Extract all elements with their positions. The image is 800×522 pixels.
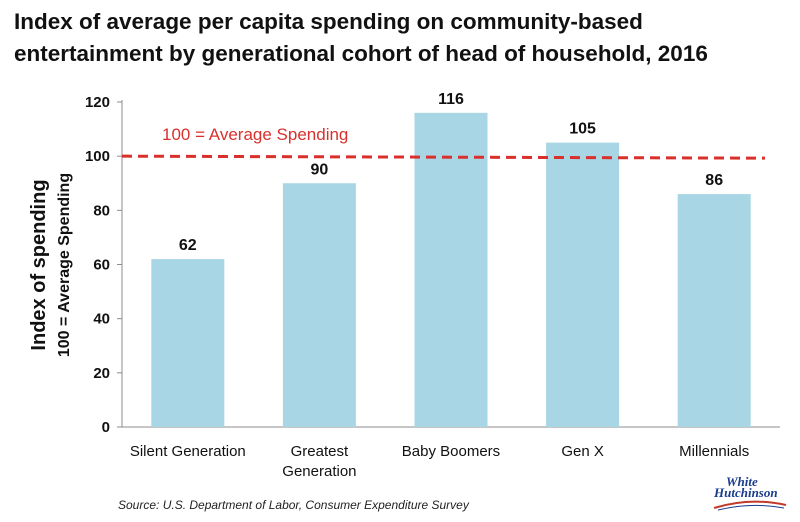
x-tick-label-line: Baby Boomers xyxy=(402,443,500,460)
bar xyxy=(677,194,751,427)
y-tick-label: 100 xyxy=(85,148,110,165)
bar-value-label: 90 xyxy=(311,161,329,178)
x-tick-label-line: Generation xyxy=(282,463,356,480)
bar-value-label: 116 xyxy=(438,91,464,108)
x-tick-label: Gen X xyxy=(561,443,604,460)
chart-title-line-2: entertainment by generational cohort of … xyxy=(14,41,708,66)
x-tick-label-line: Millennials xyxy=(679,443,749,460)
bar-value-label: 62 xyxy=(179,237,197,254)
chart-title-line-1: Index of average per capita spending on … xyxy=(14,9,643,34)
y-axis-subtitle: 100 = Average Spending xyxy=(56,173,73,357)
bar xyxy=(414,112,488,427)
y-tick-label: 120 xyxy=(85,94,110,111)
bar xyxy=(282,183,356,427)
logo-text-line-2: Hutchinson xyxy=(714,485,778,500)
white-hutchinson-logo: White Hutchinson xyxy=(712,473,790,517)
y-tick-label: 20 xyxy=(93,365,110,382)
logo-text-line-1: White xyxy=(726,474,758,489)
logo-swoosh-icon xyxy=(713,500,787,511)
y-tick-label: 80 xyxy=(93,202,110,219)
reference-line xyxy=(121,154,766,160)
reference-line-label: 100 = Average Spending xyxy=(162,125,348,144)
source-note: Source: U.S. Department of Labor, Consum… xyxy=(118,498,469,512)
chart-title: Index of average per capita spending on … xyxy=(14,6,784,70)
bar-value-label: 86 xyxy=(705,172,723,189)
x-tick-label: Greatest Generation xyxy=(282,443,356,480)
y-tick-label: 60 xyxy=(93,257,110,274)
x-tick-label: Millennials xyxy=(679,443,749,460)
x-tick-label-line: Silent Generation xyxy=(130,443,246,460)
x-tick-label-line: Greatest xyxy=(291,443,349,460)
bar xyxy=(546,142,620,427)
x-tick-label: Baby Boomers xyxy=(402,443,500,460)
x-tick-label: Silent Generation xyxy=(130,443,246,460)
y-tick-label: 40 xyxy=(93,311,110,328)
y-tick-label: 0 xyxy=(102,419,110,436)
y-axis-title: Index of spending xyxy=(28,179,50,350)
bar xyxy=(151,259,225,427)
x-tick-label-line: Gen X xyxy=(561,443,604,460)
bar-value-label: 105 xyxy=(569,121,596,138)
